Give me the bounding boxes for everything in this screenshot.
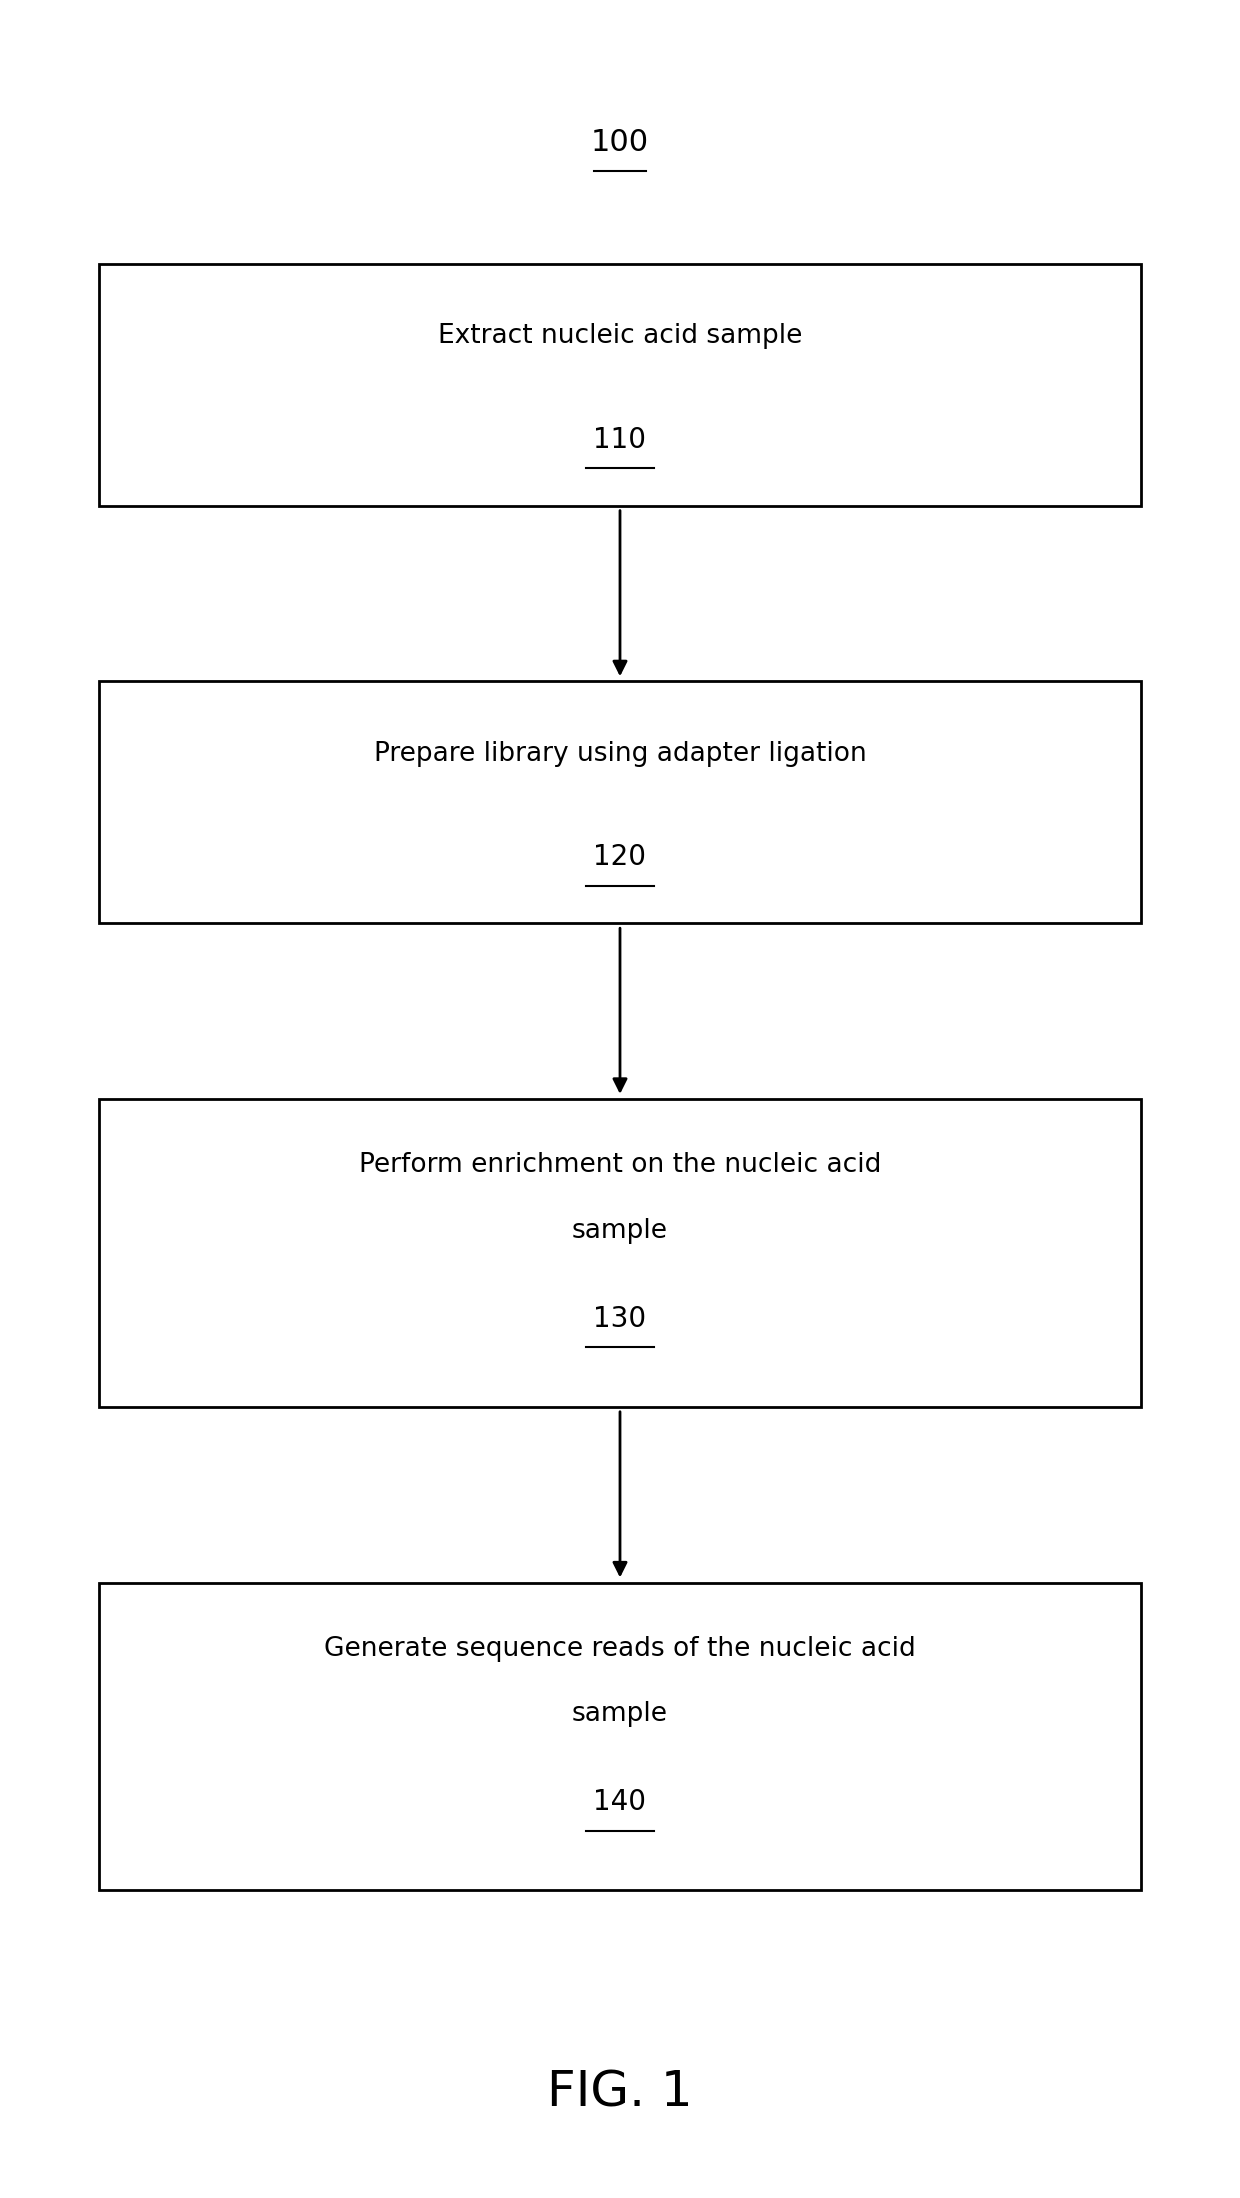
Text: sample: sample: [572, 1218, 668, 1244]
Text: 140: 140: [594, 1789, 646, 1816]
Text: Perform enrichment on the nucleic acid: Perform enrichment on the nucleic acid: [358, 1152, 882, 1178]
Text: 110: 110: [594, 426, 646, 453]
Text: Prepare library using adapter ligation: Prepare library using adapter ligation: [373, 741, 867, 767]
Bar: [99, 1583, 1141, 1890]
Text: 120: 120: [594, 844, 646, 870]
Text: sample: sample: [572, 1701, 668, 1728]
Bar: [99, 1099, 1141, 1407]
Bar: [99, 264, 1141, 506]
Text: 130: 130: [594, 1306, 646, 1332]
Text: 100: 100: [591, 127, 649, 158]
Text: Generate sequence reads of the nucleic acid: Generate sequence reads of the nucleic a…: [324, 1635, 916, 1662]
Text: Extract nucleic acid sample: Extract nucleic acid sample: [438, 323, 802, 349]
Text: FIG. 1: FIG. 1: [547, 2068, 693, 2117]
Bar: [99, 681, 1141, 923]
